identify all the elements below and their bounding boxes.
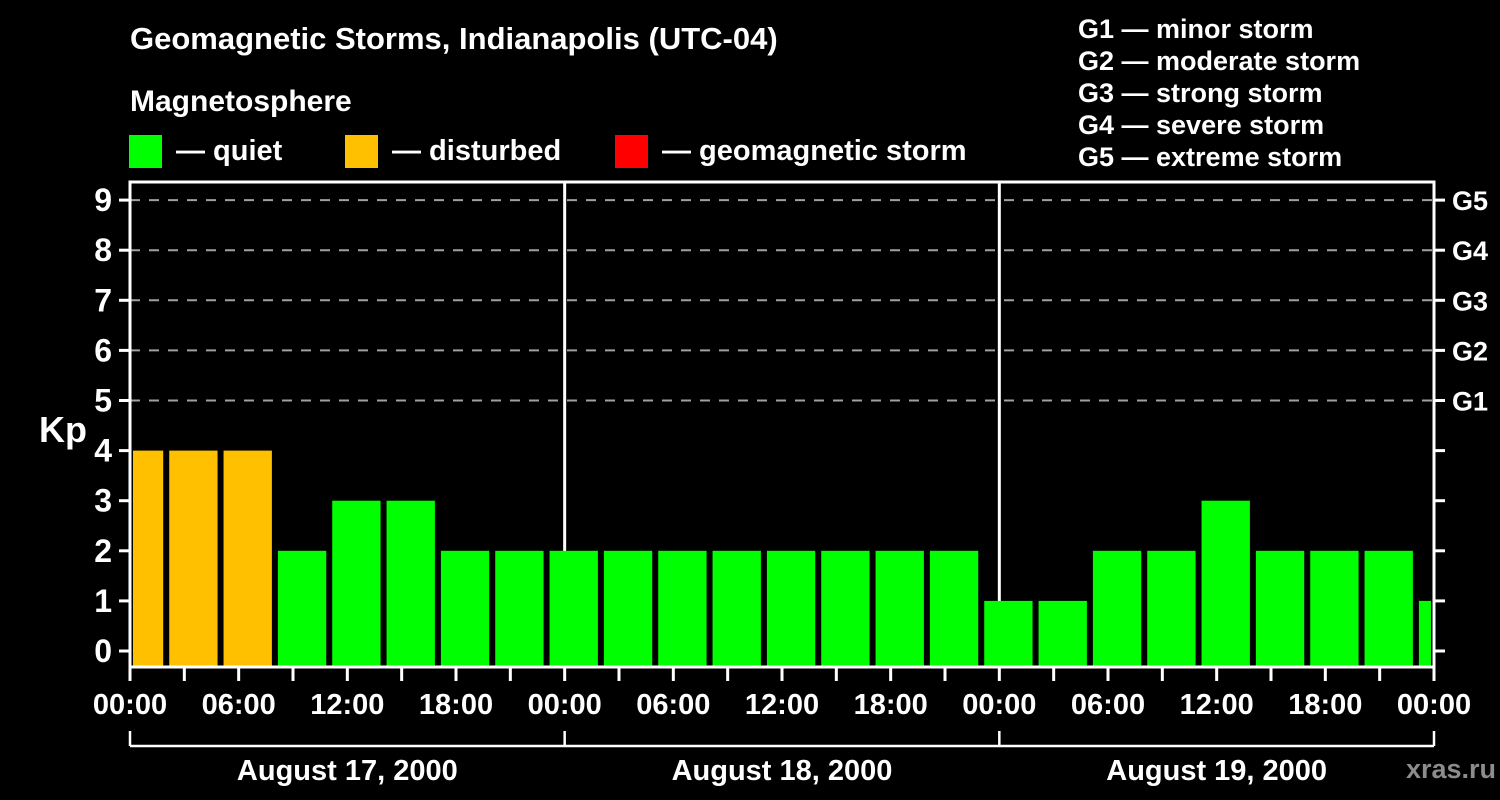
- y-tick-label: 4: [94, 433, 112, 469]
- kp-bar: [1147, 550, 1196, 667]
- kp-bar: [332, 500, 381, 667]
- legend-label-storm: — geomagnetic storm: [662, 135, 967, 167]
- watermark-xras: xras.ru: [1405, 754, 1496, 784]
- gridlines: [130, 199, 1434, 402]
- g1-legend-line: G1 — minor storm: [1078, 14, 1314, 44]
- kp-bar: [712, 550, 761, 667]
- y-tick-label: 6: [94, 332, 112, 368]
- kp-bar: [1310, 550, 1359, 667]
- kp-bar: [821, 550, 870, 667]
- y-tick-label: 7: [94, 282, 112, 318]
- g4-legend-line: G4 — severe storm: [1078, 110, 1325, 140]
- page-title: Geomagnetic Storms, Indianapolis (UTC-04…: [130, 21, 778, 56]
- kp-bar: [277, 550, 327, 667]
- g2-legend-line: G2 — moderate storm: [1078, 46, 1361, 76]
- x-tick-label: 12:00: [1180, 689, 1254, 721]
- kp-bar: [603, 550, 653, 667]
- y-tick-label: 8: [94, 232, 112, 268]
- x-tick-label: 06:00: [636, 689, 710, 721]
- kp-bar: [1092, 550, 1142, 667]
- kp-bar: [984, 600, 1033, 667]
- g-scale-legend: G1 — minor storm G2 — moderate storm G3 …: [1078, 13, 1360, 173]
- x-tick-label: 00:00: [1397, 689, 1471, 721]
- kp-bar: [549, 550, 598, 667]
- g-scale-tick-label: G2: [1452, 336, 1488, 366]
- legend-label-disturbed: — disturbed: [392, 135, 562, 167]
- legend-item-storm: — geomagnetic storm: [615, 135, 967, 168]
- x-tick-label: 00:00: [93, 689, 167, 721]
- x-tick-label: 00:00: [528, 689, 602, 721]
- date-axis: August 17, 2000 August 18, 2000 August 19,…: [128, 731, 1436, 787]
- x-tick-label: 18:00: [419, 689, 493, 721]
- plot-border: [128, 180, 1436, 669]
- kp-bar: [1418, 600, 1431, 667]
- x-tick-label: 12:00: [745, 689, 819, 721]
- magnetosphere-label: Magnetosphere: [130, 85, 352, 118]
- y-tick-label: 9: [94, 182, 112, 218]
- x-axis: 00:00 06:00 12:00 18:00 00:00 06:00 12:00 18:00…: [93, 668, 1471, 721]
- legend-item-disturbed: — disturbed: [345, 135, 561, 168]
- g-scale-axis: G5 G4 G3 G2 G1: [1452, 186, 1488, 416]
- quiet-color-swatch: [129, 135, 162, 168]
- y-axis: 0 1 2 3 4 5 6 7 8 9 Kp: [39, 182, 1445, 669]
- g-scale-tick-label: G4: [1452, 236, 1488, 266]
- kp-bar: [223, 450, 272, 667]
- kp-bar: [658, 550, 707, 667]
- legend-item-quiet: — quiet: [129, 135, 282, 168]
- kp-bar: [929, 550, 979, 667]
- kp-bar: [1364, 550, 1413, 667]
- kp-bar: [1201, 500, 1250, 667]
- y-tick-label: 1: [94, 583, 112, 619]
- kp-bar: [1255, 550, 1305, 667]
- kp-bar: [766, 550, 816, 667]
- kp-bars: [133, 450, 1431, 667]
- y-tick-label: 3: [94, 483, 112, 519]
- y-axis-title: Kp: [39, 409, 87, 450]
- kp-bar: [495, 550, 544, 667]
- x-tick-label: 12:00: [310, 689, 384, 721]
- y-tick-label: 2: [94, 533, 112, 569]
- kp-bar: [875, 550, 924, 667]
- date-label: August 18, 2000: [672, 755, 893, 787]
- kp-bar: [386, 500, 435, 667]
- y-tick-label: 5: [94, 383, 112, 419]
- date-label: August 19, 2000: [1106, 755, 1327, 787]
- storm-color-swatch: [615, 135, 648, 168]
- x-tick-label: 06:00: [1071, 689, 1145, 721]
- disturbed-color-swatch: [345, 135, 378, 168]
- g3-legend-line: G3 — strong storm: [1078, 78, 1323, 108]
- g-scale-tick-label: G5: [1452, 186, 1488, 216]
- g-scale-tick-label: G3: [1452, 286, 1488, 316]
- legend-label-quiet: — quiet: [176, 135, 283, 167]
- x-tick-label: 00:00: [962, 689, 1036, 721]
- x-tick-label: 06:00: [202, 689, 276, 721]
- date-label: August 17, 2000: [237, 755, 458, 787]
- x-tick-label: 18:00: [854, 689, 928, 721]
- x-tick-label: 18:00: [1288, 689, 1362, 721]
- kp-bar: [1038, 600, 1087, 667]
- kp-bar: [440, 550, 490, 667]
- g-scale-tick-label: G1: [1452, 387, 1488, 417]
- y-tick-label: 0: [94, 633, 112, 669]
- kp-bar: [133, 450, 164, 667]
- g5-legend-line: G5 — extreme storm: [1078, 142, 1343, 172]
- kp-bar: [169, 450, 218, 667]
